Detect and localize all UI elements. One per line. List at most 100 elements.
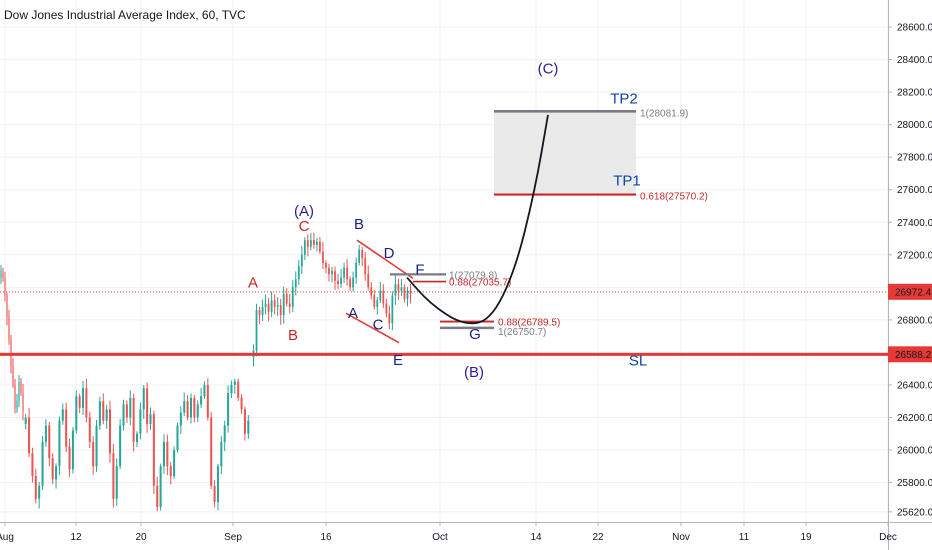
price-tick-label: 25620.0 <box>897 507 932 518</box>
candle-body <box>8 316 10 340</box>
candle-body <box>34 476 37 499</box>
stop-loss-marker <box>888 346 932 363</box>
time-tick-label: 11 <box>739 532 750 543</box>
candle-body <box>264 303 267 307</box>
wave-label: TP2 <box>610 91 638 108</box>
lower-trendline <box>345 312 400 344</box>
price-tick-label: 27800.0 <box>897 153 932 164</box>
price-tick-label: 26800.0 <box>897 315 932 326</box>
candle-body <box>132 397 135 442</box>
candle-body <box>376 300 379 307</box>
candle-body <box>179 412 182 426</box>
candle-body <box>258 310 261 315</box>
candle-body <box>213 485 216 503</box>
drawing-overlays: 1(27079.8)0.88(27035.7) 0.88(26789.5)1(26… <box>0 108 888 356</box>
candle-body <box>355 262 358 278</box>
candle-body <box>343 267 345 278</box>
wave-label: G <box>469 326 481 343</box>
candle-body <box>92 441 95 467</box>
price-tick-label: 28600.0 <box>897 23 932 34</box>
candle-body <box>364 258 367 275</box>
candle-body <box>55 466 58 480</box>
time-tick-label: 12 <box>70 532 82 543</box>
candle-body <box>279 305 282 315</box>
candle-body <box>48 425 51 459</box>
price-tick-label: 28200.0 <box>897 88 932 99</box>
level-label-g-level: 1(26750.7) <box>498 327 546 338</box>
candle-body <box>379 290 382 301</box>
time-tick-label: Sep <box>224 532 242 543</box>
candle-body <box>186 401 189 418</box>
candle-body <box>112 453 115 499</box>
candle-body <box>6 295 8 317</box>
candle-body <box>109 409 112 454</box>
candle-body <box>240 397 243 410</box>
candle-body <box>267 303 270 312</box>
time-tick-label: 22 <box>592 532 604 543</box>
candle-body <box>189 397 192 418</box>
candle-body <box>400 287 403 291</box>
upper-trendline <box>356 239 414 280</box>
time-axis[interactable]: Aug 12 20 Sep 16 Oct 22 Nov 11 19 Dec 14 <box>0 522 932 543</box>
candle-body <box>220 441 223 467</box>
level-label-0.88-low: 0.88(26789.5) <box>498 318 560 329</box>
candle-body <box>82 388 85 408</box>
candle-body <box>10 339 12 366</box>
candle-body <box>85 388 88 418</box>
candle-body <box>44 425 47 442</box>
candle-body <box>276 305 279 307</box>
time-tick-label: 20 <box>135 532 147 543</box>
candle-body <box>261 306 264 315</box>
time-tick-label: Nov <box>672 532 690 543</box>
candle-body <box>319 241 321 252</box>
forecast-curve <box>406 114 549 325</box>
candle-body <box>183 401 186 413</box>
price-tick-label: 26000.0 <box>897 446 932 457</box>
wave-label: C <box>373 317 384 334</box>
price-tick-label: 27200.0 <box>897 250 932 261</box>
candle-body <box>139 409 142 434</box>
candle-body <box>78 396 81 408</box>
candle-body <box>105 409 108 421</box>
candle-body <box>382 290 385 304</box>
candle-body <box>75 396 78 431</box>
candle-body <box>61 409 64 421</box>
candle-body <box>294 279 297 288</box>
candle-body <box>223 425 226 442</box>
candle-body <box>316 241 318 246</box>
candle-body <box>173 450 176 477</box>
candle-body <box>409 290 412 294</box>
candle-body <box>216 466 219 503</box>
level-label-tp1: 0.618(27570.2) <box>640 192 708 203</box>
candle-body <box>334 271 336 281</box>
candle-body <box>255 310 258 351</box>
price-axis[interactable]: 25620.025800.026000.026200.026400.026600… <box>888 0 932 550</box>
candle-body <box>135 433 139 442</box>
candle-body <box>273 300 276 307</box>
candle-body <box>152 414 155 486</box>
wave-label: C <box>299 218 310 235</box>
candle-body <box>394 284 397 296</box>
candle-body <box>166 441 169 467</box>
price-tick-label: 26400.0 <box>897 380 932 391</box>
candle-body <box>142 388 145 410</box>
candle-body <box>149 414 152 424</box>
candle-body <box>206 384 209 418</box>
last-price-label: 26972.4 <box>895 287 932 298</box>
candle-body <box>31 453 34 477</box>
candle-body <box>285 293 288 304</box>
candle-body <box>68 446 71 470</box>
candle-body <box>22 393 24 411</box>
wave-label: TP1 <box>613 172 641 189</box>
wave-label: F <box>415 261 424 278</box>
candle-body <box>24 417 27 424</box>
candle-body <box>230 384 233 394</box>
candle-body <box>58 420 61 467</box>
candle-body <box>122 404 125 426</box>
price-tick-label: 26200.0 <box>897 413 932 424</box>
candle-body <box>331 271 333 275</box>
wave-label: A <box>348 305 358 322</box>
level-label-0.88-high: 0.88(27035.7) <box>449 278 511 289</box>
